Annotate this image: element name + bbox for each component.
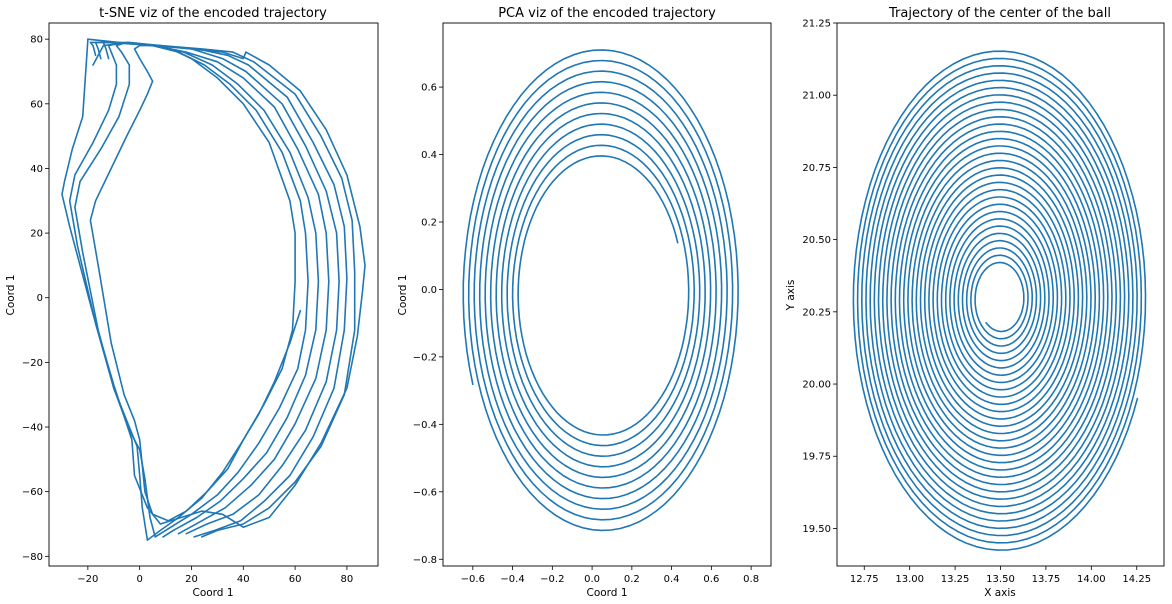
x-tick-label: 0.2: [624, 574, 640, 585]
axis-ticks: −0.6 −0.4 −0.2 0.0 0.2 0.4 0.6 0.8 −0.8 −0.6 −0.4 −…: [413, 83, 759, 585]
x-tick-label: 0.4: [664, 574, 680, 585]
x-tick-label: 12.75: [850, 574, 879, 585]
x-tick-label: 13.25: [941, 574, 970, 585]
tsne-panel: t-SNE viz of the encoded trajectory Coor…: [5, 6, 379, 599]
x-tick-label: 0.8: [743, 574, 759, 585]
y-tick-label: 40: [30, 164, 43, 175]
y-tick-label: −0.6: [413, 487, 437, 498]
x-tick-label: 13.50: [986, 574, 1015, 585]
y-tick-label: 0.2: [421, 217, 437, 228]
series-line: [107, 41, 320, 538]
x-tick-label: 20: [185, 574, 198, 585]
y-tick-label: 20.75: [802, 163, 831, 174]
y-tick-label: 0.0: [421, 285, 437, 296]
x-axis-label: X axis: [984, 587, 1016, 599]
y-tick-label: 19.50: [802, 524, 831, 535]
x-tick-label: 14.25: [1122, 574, 1151, 585]
x-tick-label: 0.0: [584, 574, 600, 585]
plot-area: [852, 50, 1147, 551]
plot-area: [462, 49, 739, 532]
y-tick-label: 0.4: [421, 150, 437, 161]
x-tick-label: 14.00: [1077, 574, 1106, 585]
x-tick-label: 60: [289, 574, 302, 585]
axis-ticks: −20 0 20 40 60 80 −80 −60 −40 −20 0 20 40 60 80: [22, 35, 353, 585]
y-tick-label: 20.00: [802, 380, 831, 391]
y-tick-label: −0.2: [413, 352, 437, 363]
plot-area: [61, 38, 366, 541]
x-tick-label: −0.6: [461, 574, 485, 585]
x-tick-label: −0.2: [540, 574, 564, 585]
y-tick-label: 20.50: [802, 235, 831, 246]
chart-title: Trajectory of the center of the ball: [888, 6, 1111, 21]
x-tick-label: 40: [237, 574, 250, 585]
pca-panel: PCA viz of the encoded trajectory Coord …: [397, 6, 772, 599]
y-tick-label: −40: [22, 423, 43, 434]
y-tick-label: −0.4: [413, 420, 437, 431]
x-tick-label: 0: [136, 574, 142, 585]
y-tick-label: −80: [22, 552, 43, 563]
chart-title: PCA viz of the encoded trajectory: [498, 6, 716, 21]
series-line: [94, 41, 340, 535]
y-tick-label: 60: [30, 99, 43, 110]
x-tick-label: −20: [77, 574, 98, 585]
x-tick-label: 80: [341, 574, 354, 585]
y-tick-label: −60: [22, 487, 43, 498]
series-line: [852, 50, 1147, 551]
axis-ticks: 12.75 13.00 13.25 13.50 13.75 14.00 14.25 19.50…: [802, 19, 1151, 586]
y-tick-label: 20.25: [802, 307, 831, 318]
y-axis-label: Coord 1: [5, 275, 17, 316]
y-axis-label: Coord 1: [397, 275, 409, 316]
x-tick-label: 13.75: [1032, 574, 1061, 585]
y-axis-label: Y axis: [785, 280, 797, 312]
y-tick-label: 19.75: [802, 452, 831, 463]
x-tick-label: 0.6: [703, 574, 719, 585]
y-tick-label: −20: [22, 358, 43, 369]
ball-trajectory-panel: Trajectory of the center of the ball X a…: [785, 6, 1165, 599]
axes-frame: [442, 22, 772, 567]
series-line: [87, 38, 356, 538]
y-tick-label: 0.6: [421, 83, 437, 94]
series-line: [68, 41, 309, 538]
axes-frame: [48, 22, 379, 567]
x-axis-label: Coord 1: [193, 587, 234, 599]
x-tick-label: −0.4: [500, 574, 524, 585]
y-tick-label: 80: [30, 35, 43, 46]
series-line: [89, 80, 302, 522]
y-tick-label: −0.8: [413, 555, 437, 566]
y-tick-label: 0: [37, 293, 43, 304]
y-tick-label: 20: [30, 229, 43, 240]
series-line: [61, 38, 366, 528]
x-tick-label: 13.00: [895, 574, 924, 585]
x-axis-label: Coord 1: [587, 587, 628, 599]
series-line: [462, 49, 739, 532]
chart-title: t-SNE viz of the encoded trajectory: [99, 6, 327, 21]
axes-frame: [836, 22, 1165, 567]
y-tick-label: 21.25: [802, 19, 831, 30]
y-tick-label: 21.00: [802, 91, 831, 102]
